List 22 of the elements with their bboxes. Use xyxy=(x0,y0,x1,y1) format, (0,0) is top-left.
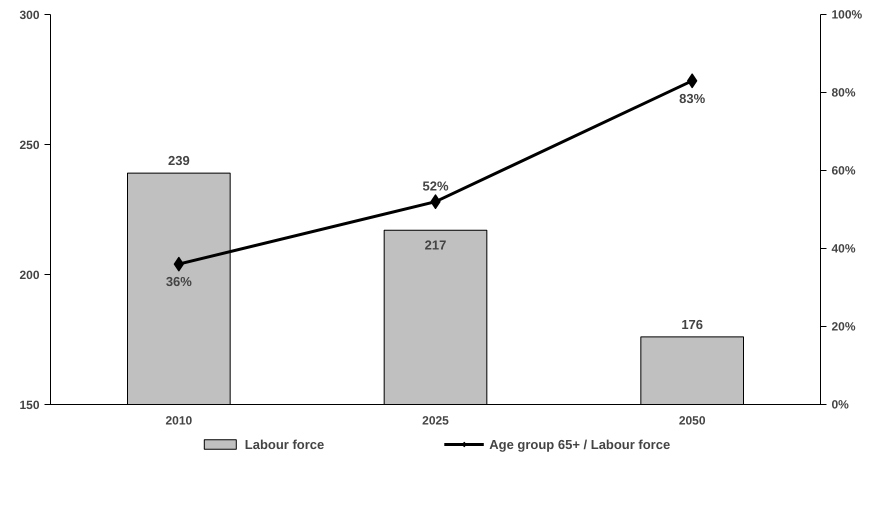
y2-tick-label: 40% xyxy=(832,242,856,256)
y-tick-label: 200 xyxy=(19,268,40,282)
data-label: 36% xyxy=(166,274,192,290)
y2-tick-label: 80% xyxy=(832,86,856,100)
x-tick-label: 2010 xyxy=(165,414,193,428)
y2-tick-label: 20% xyxy=(832,320,856,334)
data-label: 217 xyxy=(424,237,446,252)
x-tick-label: 2025 xyxy=(422,414,450,428)
data-label: 176 xyxy=(681,316,704,332)
legend-label: Labour force xyxy=(244,436,324,452)
y2-tick-label: 0% xyxy=(832,398,850,412)
y2-tick-label: 60% xyxy=(832,164,856,178)
y-tick-label: 300 xyxy=(19,8,40,22)
x-tick-label: 2050 xyxy=(678,414,706,428)
y-tick-label: 150 xyxy=(19,398,40,412)
y-tick-label: 250 xyxy=(19,138,40,152)
y2-tick-label: 100% xyxy=(832,8,863,22)
point xyxy=(430,194,441,210)
data-label: 239 xyxy=(168,153,190,168)
legend-label: Age group 65+ / Labour force xyxy=(489,436,670,452)
data-label: 83% xyxy=(679,90,706,106)
data-label: 52% xyxy=(422,178,449,194)
